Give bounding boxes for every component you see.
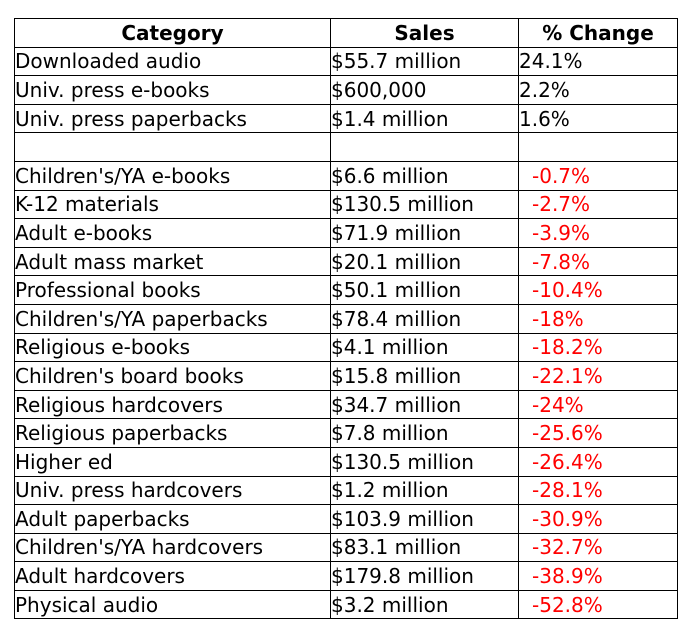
change-cell: -7.8%: [518, 246, 678, 277]
sales-cell: $20.1 million: [330, 246, 519, 277]
table-row: Children's/YA paperbacks $78.4 million -18…: [14, 303, 678, 334]
change-cell: -0.7%: [518, 160, 678, 191]
header-row: Category Sales % Change: [14, 18, 678, 48]
category-cell: K-12 materials: [14, 189, 331, 220]
sales-cell: $34.7 million: [330, 389, 519, 420]
sales-cell: $103.9 million: [330, 504, 519, 534]
category-cell: Professional books: [14, 275, 331, 305]
sales-cell: $15.8 million: [330, 361, 519, 391]
table-row: Downloaded audio $55.7 million 24.1%: [14, 46, 678, 77]
table-row: Children's/YA e-books $6.6 million -0.7%: [14, 160, 678, 191]
change-cell: -25.6%: [518, 418, 678, 448]
category-cell: Physical audio: [14, 589, 331, 620]
change-cell: -18.2%: [518, 332, 678, 363]
category-cell: Univ. press paperbacks: [14, 103, 331, 134]
sales-cell: $179.8 million: [330, 561, 519, 591]
category-cell: Children's board books: [14, 361, 331, 391]
sales-table: Category Sales % Change Downloaded audio…: [14, 18, 678, 620]
sales-cell: $130.5 million: [330, 446, 519, 477]
change-cell: -28.1%: [518, 475, 678, 506]
change-cell: -18%: [518, 303, 678, 334]
table-row: Religious e-books $4.1 million -18.2%: [14, 332, 678, 363]
table-row: Univ. press paperbacks $1.4 million 1.6%: [14, 103, 678, 134]
sales-cell: $1.2 million: [330, 475, 519, 506]
category-cell: Children's/YA paperbacks: [14, 303, 331, 334]
change-cell: 24.1%: [518, 46, 678, 77]
sales-cell: $6.6 million: [330, 160, 519, 191]
category-cell: Adult mass market: [14, 246, 331, 277]
table-row: Adult paperbacks $103.9 million -30.9%: [14, 504, 678, 534]
category-cell: Adult hardcovers: [14, 561, 331, 591]
sales-cell: $55.7 million: [330, 46, 519, 77]
sales-cell: $7.8 million: [330, 418, 519, 448]
category-cell: Downloaded audio: [14, 46, 331, 77]
change-cell: 1.6%: [518, 103, 678, 134]
category-cell: Adult paperbacks: [14, 504, 331, 534]
change-cell: [518, 132, 678, 162]
sales-cell: $50.1 million: [330, 275, 519, 305]
category-cell: Religious paperbacks: [14, 418, 331, 448]
spacer-row: [14, 132, 678, 162]
table-row: Univ. press hardcovers $1.2 million -28.1%: [14, 475, 678, 506]
change-cell: -52.8%: [518, 589, 678, 620]
change-cell: -24%: [518, 389, 678, 420]
change-cell: -30.9%: [518, 504, 678, 534]
header-sales: Sales: [330, 18, 519, 48]
header-change: % Change: [518, 18, 678, 48]
change-cell: 2.2%: [518, 75, 678, 105]
table-row: Adult hardcovers $179.8 million -38.9%: [14, 561, 678, 591]
header-category: Category: [14, 18, 331, 48]
change-cell: -3.9%: [518, 218, 678, 248]
change-cell: -38.9%: [518, 561, 678, 591]
table-row: Professional books $50.1 million -10.4%: [14, 275, 678, 305]
category-cell: Religious hardcovers: [14, 389, 331, 420]
sales-cell: [330, 132, 519, 162]
sales-cell: $4.1 million: [330, 332, 519, 363]
change-cell: -26.4%: [518, 446, 678, 477]
change-cell: -10.4%: [518, 275, 678, 305]
sales-cell: $1.4 million: [330, 103, 519, 134]
table-row: Religious hardcovers $34.7 million -24%: [14, 389, 678, 420]
table-row: Children's board books $15.8 million -22.1…: [14, 361, 678, 391]
table-row: K-12 materials $130.5 million -2.7%: [14, 189, 678, 220]
sales-cell: $130.5 million: [330, 189, 519, 220]
table-row: Adult e-books $71.9 million -3.9%: [14, 218, 678, 248]
category-cell: Adult e-books: [14, 218, 331, 248]
table-row: Univ. press e-books $600,000 2.2%: [14, 75, 678, 105]
category-cell: Religious e-books: [14, 332, 331, 363]
change-cell: -22.1%: [518, 361, 678, 391]
table-row: Adult mass market $20.1 million -7.8%: [14, 246, 678, 277]
sales-cell: $3.2 million: [330, 589, 519, 620]
change-cell: -2.7%: [518, 189, 678, 220]
table-row: Physical audio $3.2 million -52.8%: [14, 589, 678, 620]
sales-cell: $78.4 million: [330, 303, 519, 334]
table-row: Children's/YA hardcovers $83.1 million -32…: [14, 532, 678, 563]
table-body: Downloaded audio $55.7 million 24.1% Univ. …: [14, 46, 678, 620]
table-row: Higher ed $130.5 million -26.4%: [14, 446, 678, 477]
category-cell: Children's/YA hardcovers: [14, 532, 331, 563]
category-cell: Univ. press hardcovers: [14, 475, 331, 506]
table-row: Religious paperbacks $7.8 million -25.6%: [14, 418, 678, 448]
change-cell: -32.7%: [518, 532, 678, 563]
category-cell: Higher ed: [14, 446, 331, 477]
sales-cell: $71.9 million: [330, 218, 519, 248]
category-cell: [14, 132, 331, 162]
category-cell: Univ. press e-books: [14, 75, 331, 105]
sales-cell: $83.1 million: [330, 532, 519, 563]
sales-cell: $600,000: [330, 75, 519, 105]
category-cell: Children's/YA e-books: [14, 160, 331, 191]
